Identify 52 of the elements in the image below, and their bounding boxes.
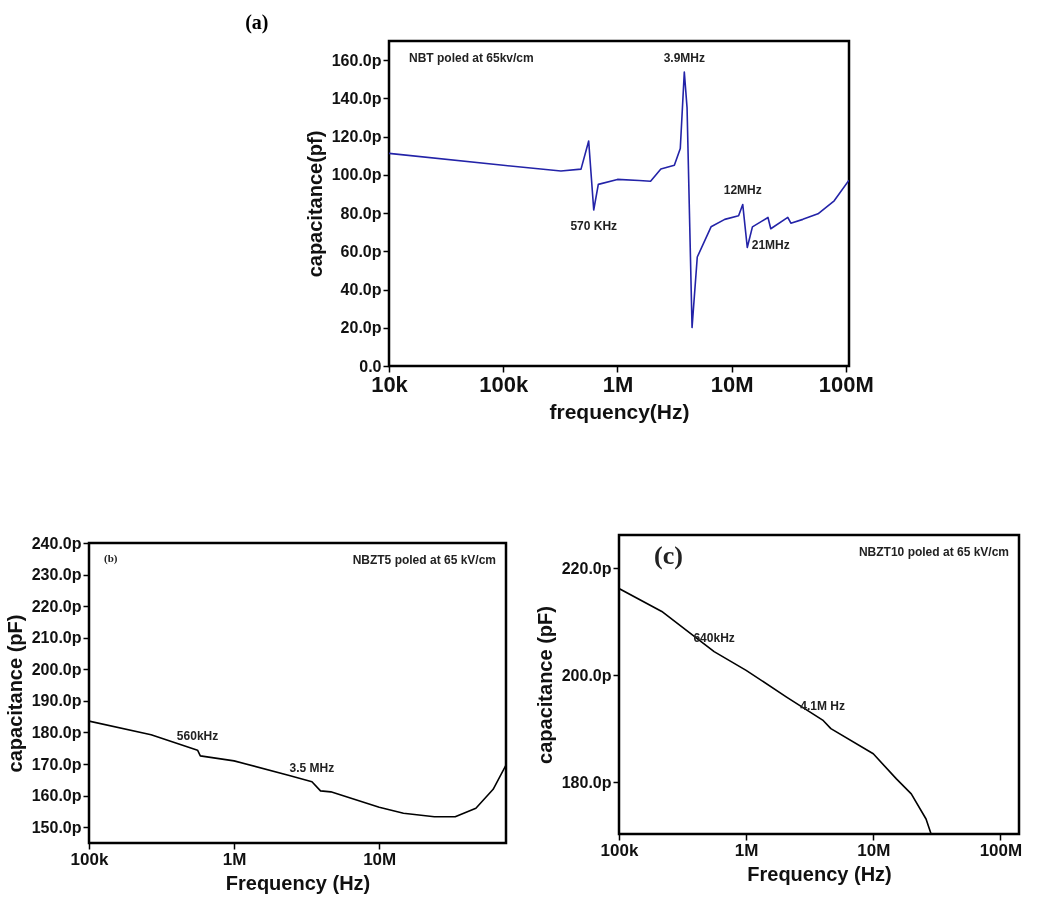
y-tick-label: 160.0p	[331, 51, 382, 69]
y-tick-label: 180.0p	[561, 773, 612, 791]
annotation: NBT poled at 65kv/cm	[409, 51, 534, 65]
x-tick-label: 10M	[363, 849, 397, 869]
annotation: 640kHz	[693, 630, 735, 645]
x-tick-label: 1M	[602, 371, 634, 397]
annotation: 3.9MHz	[663, 50, 705, 65]
x-tick-label: 100M	[979, 840, 1023, 860]
annotation: (b)	[104, 552, 118, 565]
y-tick-label: 190.0p	[31, 692, 82, 710]
x-tick-label: 10M	[857, 840, 891, 860]
y-tick-label: 220.0p	[31, 597, 82, 615]
y-axis-title: capacitance (pF)	[533, 606, 556, 764]
annotation: 21MHz	[751, 237, 790, 252]
annotation: NBZT5 poled at 65 kV/cm	[352, 553, 496, 567]
x-tick-label: 1M	[222, 849, 247, 869]
y-tick-label: 210.0p	[31, 629, 82, 647]
y-tick-label: 240.0p	[31, 534, 82, 552]
y-tick-label: 140.0p	[331, 89, 382, 107]
annotation: 4.1M Hz	[800, 699, 846, 714]
y-tick-label: 20.0p	[340, 319, 382, 337]
annotation: (c)	[654, 541, 683, 570]
y-tick-label: 40.0p	[340, 281, 382, 299]
x-tick-label: 100k	[600, 840, 639, 860]
y-axis-title: capacitance(pf)	[303, 130, 326, 278]
y-tick-label: 120.0p	[331, 128, 382, 146]
chart-title: (a)	[245, 11, 269, 34]
x-tick-label: 100M	[818, 371, 874, 397]
annotation: 3.5 MHz	[289, 760, 335, 775]
x-tick-label: 100k	[70, 849, 109, 869]
x-tick-label: 1M	[734, 840, 759, 860]
x-tick-label: 100k	[479, 371, 529, 397]
y-tick-label: 160.0p	[31, 787, 82, 805]
y-tick-label: 60.0p	[340, 242, 382, 260]
annotation: 12MHz	[723, 183, 762, 198]
y-tick-label: 180.0p	[31, 723, 82, 741]
y-tick-label: 100.0p	[331, 166, 382, 184]
y-tick-label: 220.0p	[561, 559, 612, 577]
x-tick-label: 10M	[710, 371, 754, 397]
annotation: 560kHz	[176, 729, 219, 744]
annotation: NBZT10 poled at 65 kV/cm	[858, 545, 1009, 559]
y-tick-label: 230.0p	[31, 566, 82, 584]
y-tick-label: 200.0p	[31, 660, 82, 678]
y-axis-title: capacitance (pF)	[3, 614, 26, 773]
y-tick-label: 200.0p	[561, 666, 612, 684]
x-axis-title: frequency(Hz)	[549, 399, 690, 423]
x-axis-title: Frequency (Hz)	[225, 871, 371, 894]
annotation: 570 KHz	[570, 219, 618, 233]
y-tick-label: 170.0p	[31, 755, 82, 773]
y-tick-label: 80.0p	[340, 204, 382, 222]
y-tick-label: 150.0p	[31, 818, 82, 836]
x-axis-title: Frequency (Hz)	[747, 862, 892, 885]
